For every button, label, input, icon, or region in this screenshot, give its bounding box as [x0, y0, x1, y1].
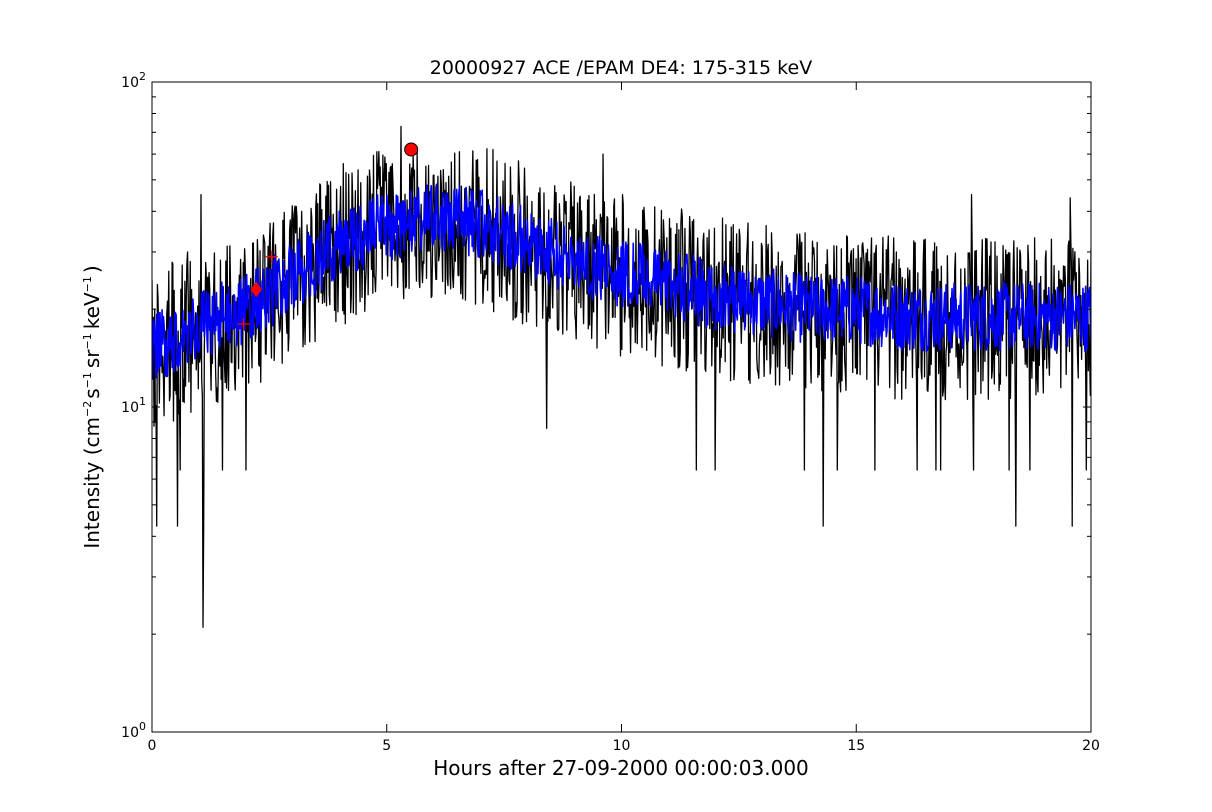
y-label-part3: sr — [80, 349, 104, 368]
marker-layer — [237, 142, 419, 331]
y-tick-base: 10 — [121, 725, 139, 741]
series-line-2 — [152, 183, 1091, 379]
marker-plus-3 — [265, 250, 278, 263]
x-axis: 0 5 10 15 20 — [148, 82, 1100, 754]
x-tick-label: 10 — [613, 738, 631, 754]
marker-plus-2 — [237, 318, 250, 331]
x-tick-label: 0 — [148, 738, 157, 754]
y-tick-label: 100 — [121, 720, 146, 741]
y-tick-base: 10 — [121, 75, 139, 91]
y-label-part2: s — [80, 388, 104, 398]
y-label-prefix: Intensity (cm — [80, 417, 104, 549]
y-tick-exponent: 1 — [139, 395, 146, 408]
y-tick-exponent: 2 — [139, 70, 146, 83]
x-tick-label: 15 — [847, 738, 865, 754]
x-axis-label: Hours after 27-09-2000 00:00:03.000 — [433, 756, 809, 780]
marker-diamond — [250, 281, 262, 298]
y-tick-base: 10 — [121, 400, 139, 416]
y-axis-label: Intensity (cm−2s−1sr−1keV−1) — [80, 265, 104, 548]
series-layer — [152, 125, 1091, 628]
y-label-suffix: ) — [80, 265, 104, 273]
y-tick-label: 101 — [121, 395, 146, 416]
x-tick-label: 20 — [1082, 738, 1100, 754]
series-line-1 — [152, 125, 1091, 628]
x-tick-label: 5 — [382, 738, 391, 754]
y-label-exp1: −2 — [81, 401, 94, 417]
y-label-exp4: −1 — [81, 276, 94, 292]
y-tick-exponent: 0 — [139, 720, 146, 733]
chart-title: 20000927 ACE /EPAM DE4: 175-315 keV — [430, 57, 812, 79]
marker-circle — [404, 142, 419, 157]
y-tick-label: 102 — [121, 70, 146, 91]
y-label-exp2: −1 — [81, 372, 94, 388]
y-label-part4: keV — [80, 292, 104, 329]
y-label-exp3: −1 — [81, 333, 94, 349]
